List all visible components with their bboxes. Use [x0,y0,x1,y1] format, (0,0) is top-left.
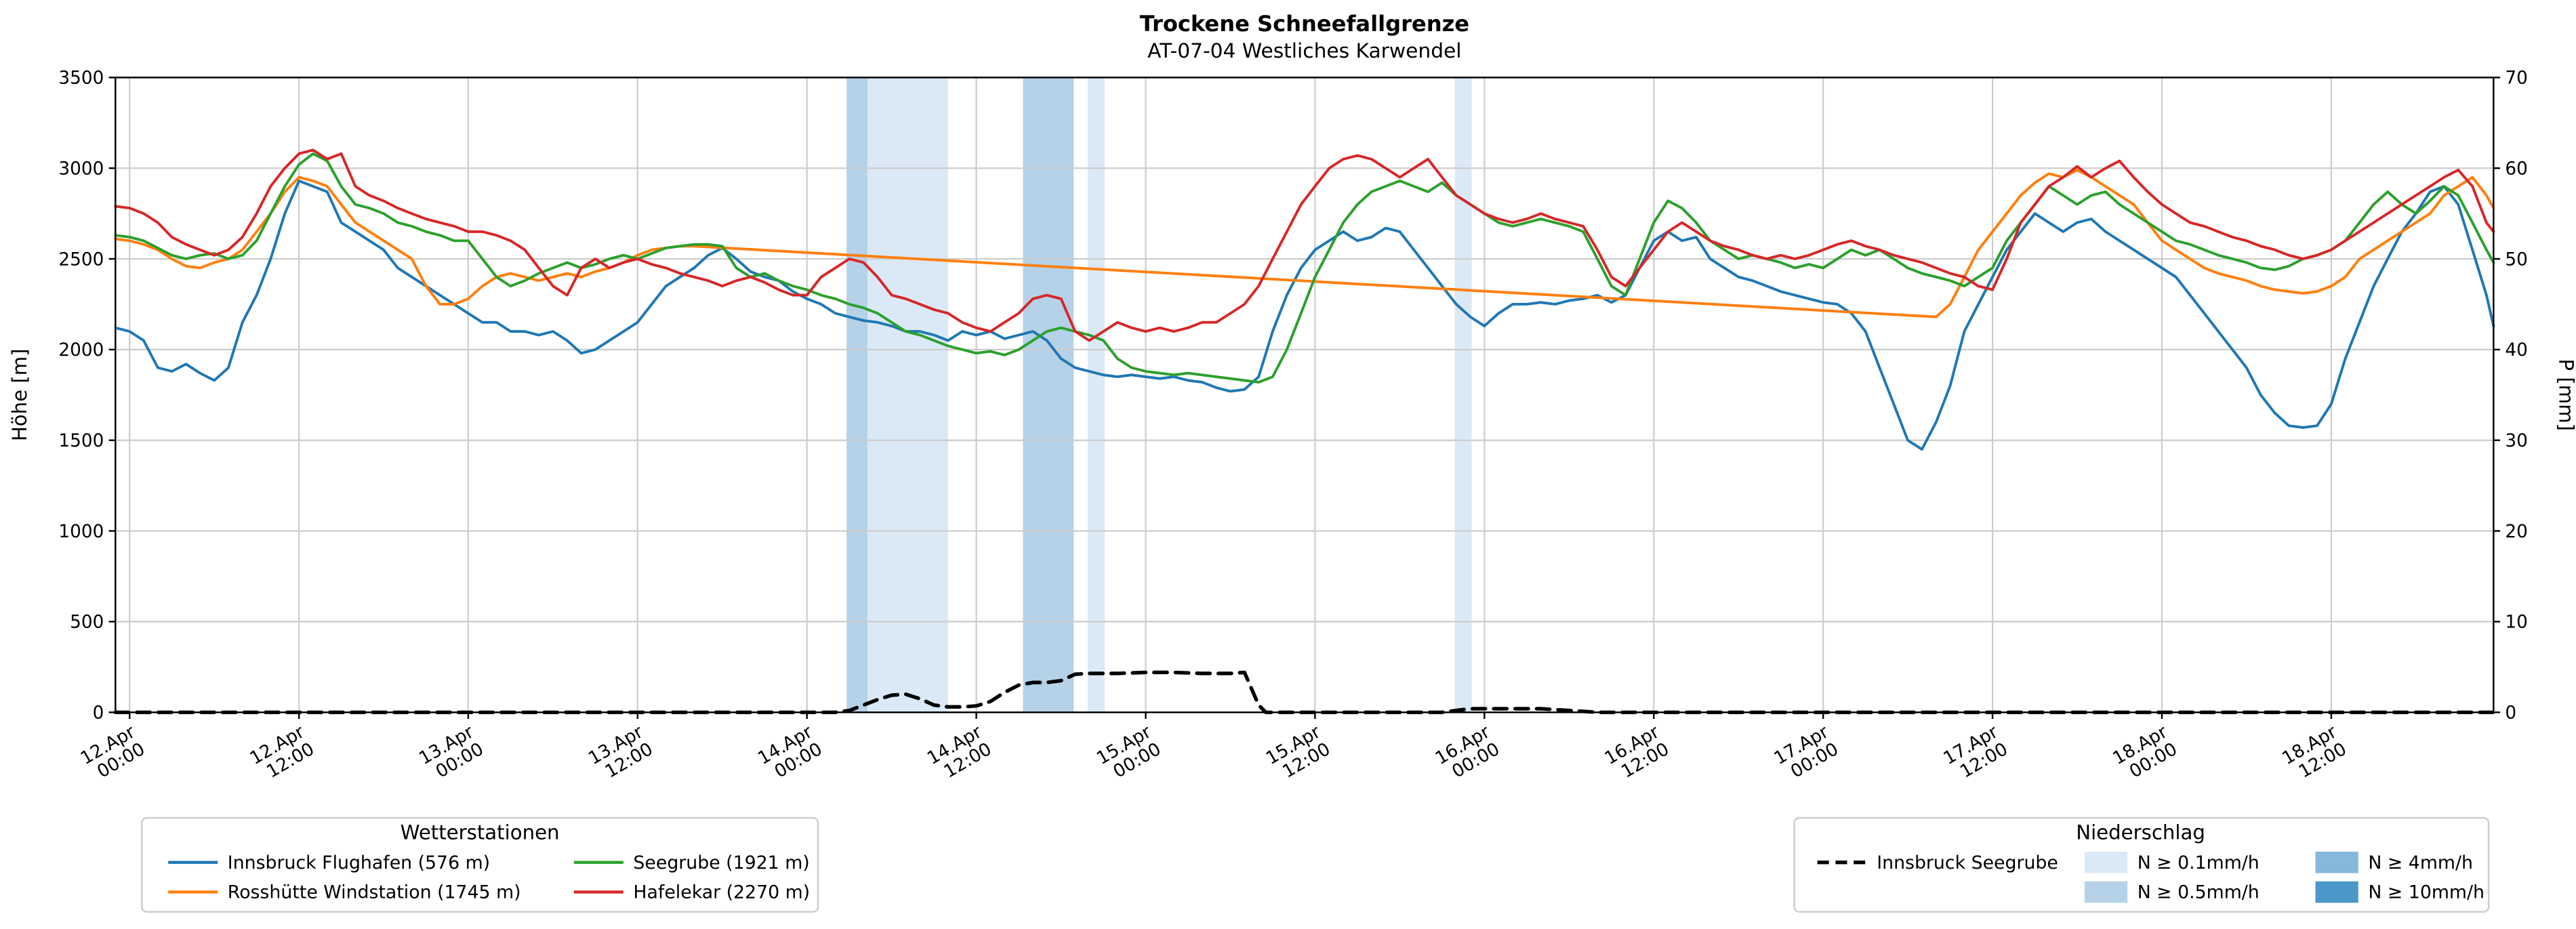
legend-label-innsbruck-seegrube-niederschlag: Innsbruck Seegrube [1877,852,2058,873]
y-tick-label-right: 30 [2505,431,2527,451]
legend-label-seegrube: Seegrube (1921 m) [633,852,809,873]
precip-band-ge-0.1 [1454,77,1472,713]
y-tick-label-left: 3500 [58,68,104,89]
y-tick-label-left: 500 [70,613,104,633]
x-tick-label: 18.Apr12:00 [2279,722,2350,786]
chart-title: Trockene Schneefallgrenze [1140,11,1469,37]
precip-band-ge-0.5 [846,77,868,713]
series-line-innsbruck-seegrube-niederschlag [113,670,2496,714]
y-tick-label-left: 1000 [58,522,104,542]
y-tick-label-left: 2000 [58,340,104,360]
y-tick-label-left: 1500 [58,431,104,451]
x-tick-label: 16.Apr00:00 [1432,722,1503,786]
series-line-seegrube [114,152,2495,384]
y-tick-label-left: 2500 [58,249,104,270]
x-tick-label: 15.Apr12:00 [1263,722,1334,786]
x-tick-label: 17.Apr00:00 [1771,722,1842,786]
legend-box-niederschlag [1793,817,2490,913]
legend-label-rosshuette-windstation: Rosshütte Windstation (1745 m) [228,882,521,903]
y-axis-label-left: Höhe [m] [8,348,31,441]
legend-patch-ge-4 [2315,851,2358,873]
y-tick-label-right: 10 [2505,613,2527,633]
series-line-hafelekar [114,148,2495,342]
legend-label-precip-ge-4: N ≥ 4mm/h [2368,852,2473,873]
series-lines [113,148,2496,714]
legend-patch-ge-0.5 [2084,881,2128,903]
x-tick-label: 16.Apr12:00 [1601,722,1673,786]
y-tick-label-right: 70 [2505,68,2527,89]
x-tick-label: 14.Apr00:00 [754,722,825,786]
precip-bands [846,77,1472,713]
y-tick-label-right: 50 [2505,249,2527,270]
y-axis-label-right: P [mm] [2555,359,2576,432]
x-tick-label: 17.Apr12:00 [1940,722,2011,786]
x-tick-label: 14.Apr12:00 [924,722,995,786]
y-tick-label-right: 20 [2505,522,2527,542]
axes-frame [108,77,2501,719]
precip-band-ge-0.1 [1088,77,1105,713]
x-tick-label: 12.Apr12:00 [247,722,318,786]
series-line-rosshuette-windstation [114,168,2495,318]
chart-subtitle: AT-07-04 Westliches Karwendel [1147,39,1461,62]
legend-label-hafelekar: Hafelekar (2270 m) [633,882,810,903]
precip-band-ge-0.1 [867,77,948,713]
y-tick-label-right: 60 [2505,159,2527,179]
precip-band-ge-0.5 [1023,77,1074,713]
y-tick-label-left: 3000 [58,159,104,179]
tick-labels: 12.Apr00:00 12.Apr12:00 13.Apr00:00 13.Apr1… [58,68,2527,786]
legend-patch-ge-0.1 [2084,851,2128,873]
legend-label-innsbruck-flughafen: Innsbruck Flughafen (576 m) [228,852,490,873]
y-tick-label-right: 0 [2505,703,2516,723]
x-tick-label: 12.Apr00:00 [77,722,148,786]
legend-title-niederschlag: Niederschlag [2076,821,2205,844]
x-tick-label: 13.Apr00:00 [416,722,487,786]
x-tick-label: 15.Apr00:00 [1093,722,1164,786]
y-tick-label-right: 40 [2505,340,2527,360]
y-tick-label-left: 0 [93,703,104,723]
legends: Wetterstationen Innsbruck Flughafen (576 … [141,817,2490,913]
x-tick-label: 18.Apr00:00 [2110,722,2181,786]
legend-label-precip-ge-10: N ≥ 10mm/h [2368,882,2485,903]
legend-box-wetterstationen [141,817,819,913]
legend-label-precip-ge-0.1: N ≥ 0.1mm/h [2138,852,2260,873]
gridlines [115,77,2494,714]
x-tick-label: 13.Apr12:00 [585,722,656,786]
legend-patch-ge-10 [2315,881,2358,903]
legend-label-precip-ge-0.5: N ≥ 0.5mm/h [2138,882,2260,903]
series-line-innsbruck-flughafen [114,180,2495,451]
plot-border [115,77,2495,714]
legend-title-wetterstationen: Wetterstationen [401,821,560,844]
